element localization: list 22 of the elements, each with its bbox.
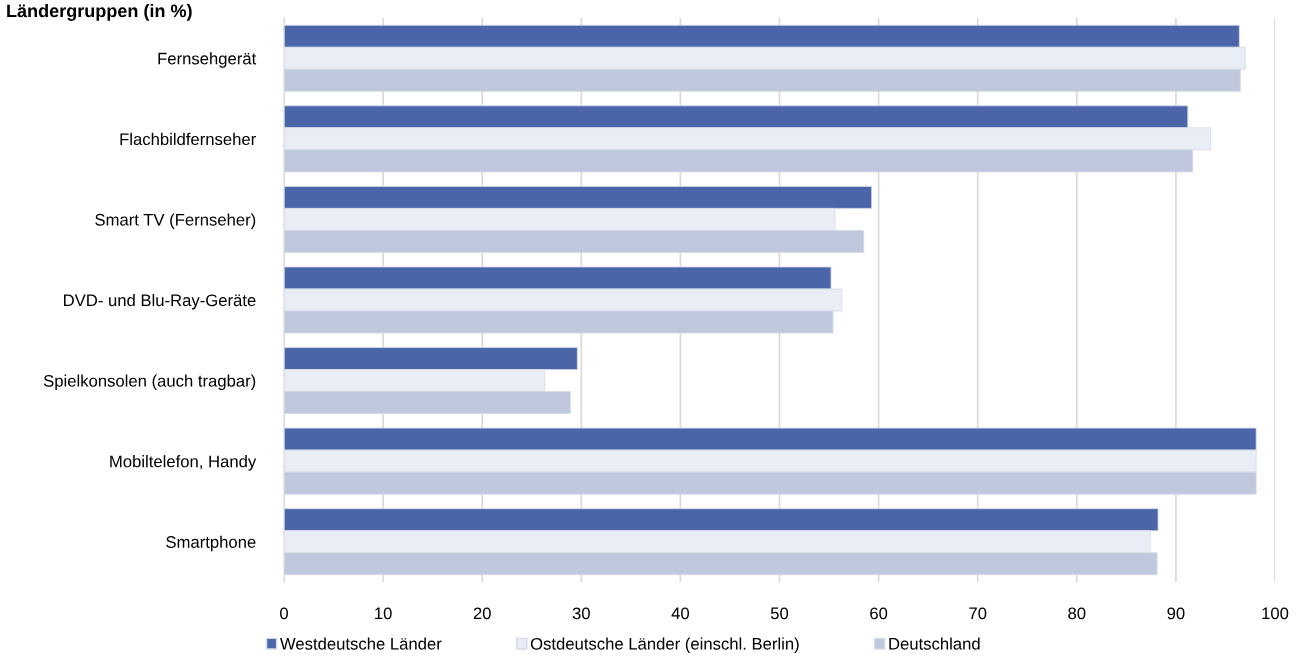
x-tick-label: 60	[870, 607, 888, 620]
x-tick-label: 10	[375, 607, 392, 620]
legend-label: Deutschland	[889, 637, 980, 650]
x-tick-label: 70	[969, 607, 987, 620]
text: Ländergruppen (in %)	[7, 4, 192, 21]
y-tick-label: Flachbildfernseher	[120, 132, 256, 146]
y-tick-label: Mobiltelefon, Handy	[110, 455, 257, 471]
x-tick-label: 40	[671, 607, 690, 620]
y-tick-label: Fernsehgerät	[158, 52, 257, 68]
y-tick-label: Smart TV (Fernseher)	[95, 213, 256, 229]
y-tick-label: Smartphone	[166, 535, 256, 552]
x-tick-label: 30	[572, 607, 590, 620]
x-tick-label: 100	[1262, 607, 1289, 620]
legend-label: Westdeutsche Länder	[280, 637, 442, 650]
x-tick-label: 90	[1167, 607, 1185, 620]
x-tick-label: 80	[1068, 607, 1086, 620]
x-tick-label: 0	[280, 607, 288, 620]
y-tick-label: Spielkonsolen (auch tragbar)	[43, 374, 256, 391]
legend-label: Ostdeutsche Länder (einschl. Berlin)	[530, 637, 799, 653]
y-tick-label: DVD- und Blu-Ray-Geräte	[64, 293, 256, 310]
x-tick-label: 50	[770, 607, 789, 620]
x-tick-label: 20	[473, 607, 491, 620]
